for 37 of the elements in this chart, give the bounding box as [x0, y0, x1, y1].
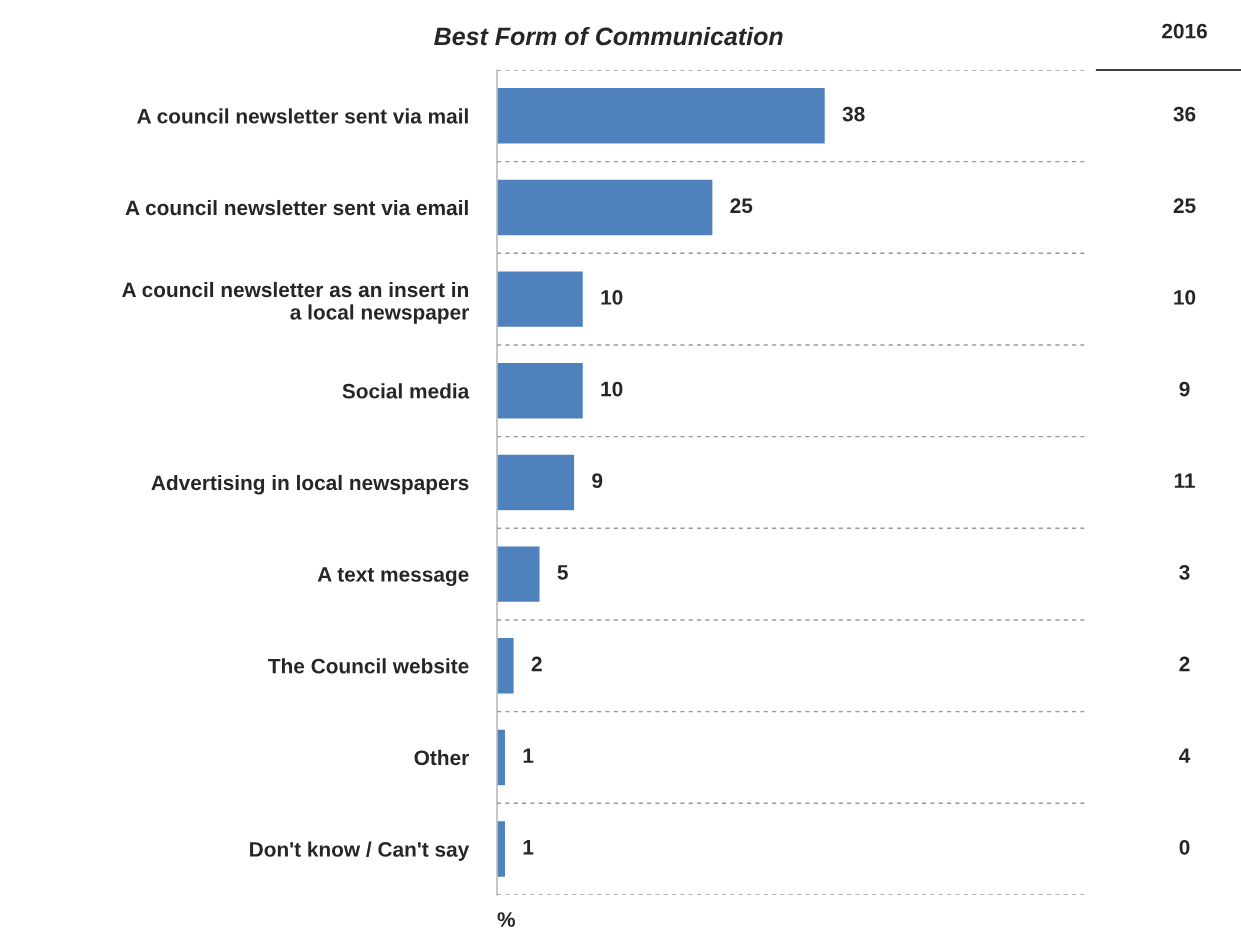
chart-title: Best Form of Communication	[434, 26, 783, 46]
bar	[497, 361, 585, 420]
text: 36	[1173, 106, 1196, 122]
text: 10	[1174, 289, 1196, 305]
data-label: 2	[531, 656, 542, 672]
text: 3	[1179, 564, 1190, 580]
y-tick-label: A council newsletter sent via email	[125, 199, 468, 216]
data-label: 1	[523, 748, 534, 763]
bar	[497, 636, 515, 695]
bar	[497, 270, 585, 329]
data-label: 10	[601, 289, 623, 305]
data-label: 10	[601, 381, 623, 397]
data-label: 5	[557, 565, 568, 580]
data-label: 25	[730, 198, 753, 214]
y-tick-label: The Council website	[268, 658, 469, 674]
text: 0	[1179, 839, 1190, 855]
y-tick-label: Don't know / Can't say	[250, 841, 470, 861]
y-tick-label: A council newsletter sent via mail	[137, 108, 468, 124]
text: 4	[1179, 748, 1191, 763]
text: 2	[1179, 656, 1190, 672]
bar	[497, 453, 576, 512]
bar	[497, 86, 827, 145]
y-tick-label: Advertising in local newspapers	[151, 474, 469, 495]
bar	[497, 544, 541, 604]
text: 11	[1174, 473, 1195, 488]
text: 2016	[1162, 23, 1207, 39]
data-label: 1	[523, 840, 534, 855]
text: 25	[1173, 198, 1196, 214]
y-tick-label: Other	[414, 749, 469, 766]
x-axis-title: %	[497, 912, 515, 927]
y-tick-label: Social media	[342, 383, 470, 399]
bar	[497, 178, 714, 237]
text: 9	[1179, 381, 1190, 397]
y-tick-label: A council newsletter as an insert in a local newspaper	[122, 281, 469, 324]
y-tick-label: A text message	[317, 567, 469, 587]
data-label: 38	[842, 106, 865, 122]
data-label: 9	[592, 473, 603, 489]
